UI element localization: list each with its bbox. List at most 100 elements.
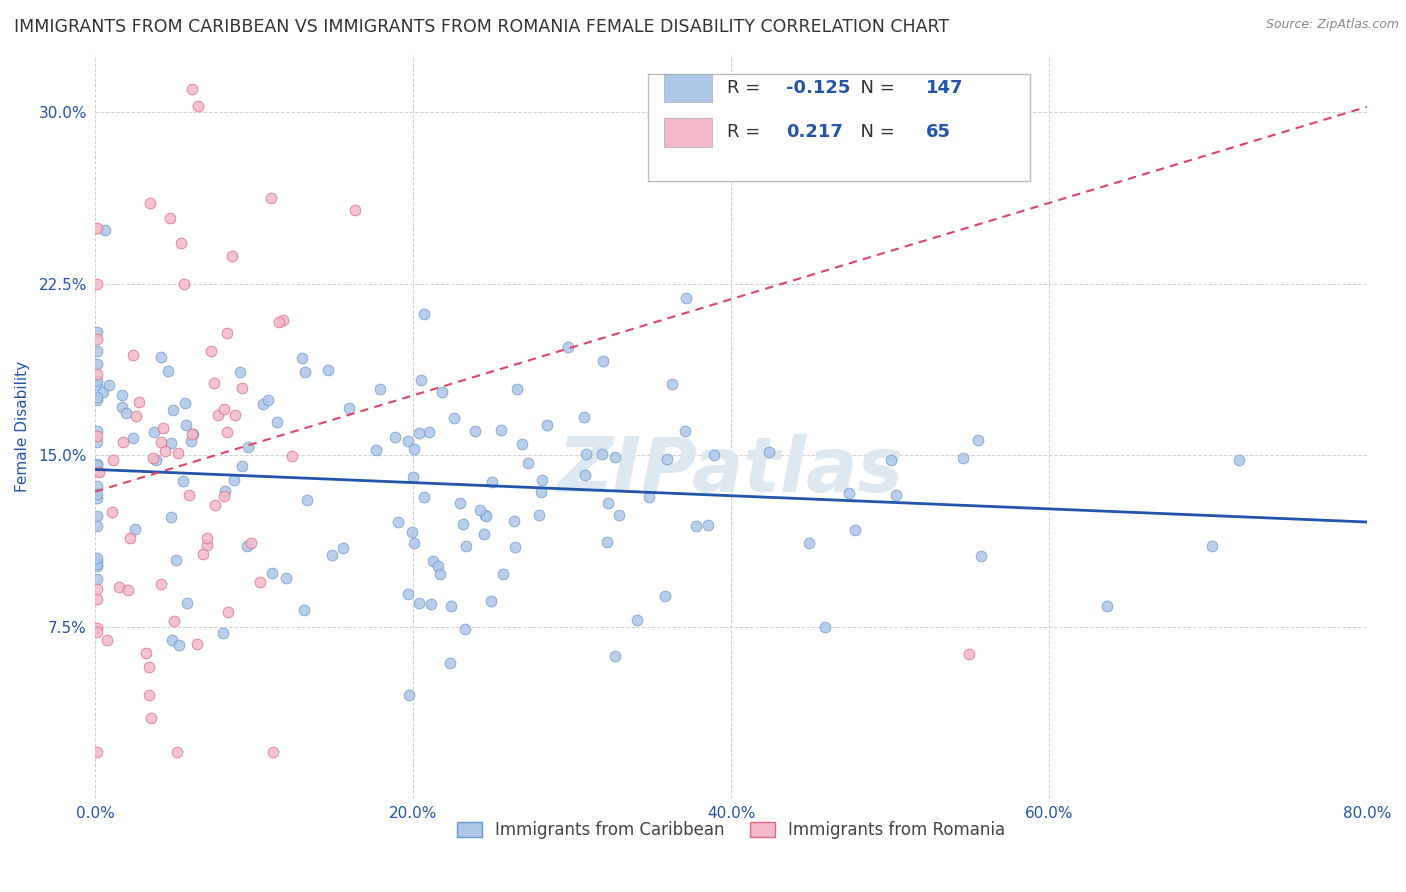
Point [413,490,436,504]
Point [408,596,430,610]
Point [86,592,108,607]
Point [536,417,558,432]
Point [474,526,496,541]
Text: IMMIGRANTS FROM CARIBBEAN VS IMMIGRANTS FROM ROMANIA FEMALE DISABILITY CORRELATI: IMMIGRANTS FROM CARIBBEAN VS IMMIGRANTS … [14,18,949,36]
Point [86,625,108,640]
Point [86,519,108,533]
Point [204,498,226,512]
Bar [664,74,711,102]
Point [266,415,288,429]
Point [592,354,614,368]
Point [86,429,108,443]
Point [176,596,198,610]
Point [94,223,117,237]
Point [98,378,121,392]
Point [607,508,630,523]
Point [173,277,195,291]
Point [86,378,108,392]
Point [262,746,284,760]
Text: 65: 65 [925,123,950,142]
Point [172,475,194,489]
Point [195,538,218,552]
Point [86,434,108,449]
Point [957,647,980,661]
Point [1227,452,1250,467]
Point [574,468,596,483]
Point [103,452,125,467]
Point [212,401,235,416]
Point [422,554,444,568]
Point [86,390,108,404]
Point [122,348,145,362]
Text: -0.125: -0.125 [786,78,851,97]
Point [86,343,108,358]
Point [240,536,263,550]
Point [86,491,108,505]
Point [181,427,204,442]
Point [195,531,218,545]
Text: Source: ZipAtlas.com: Source: ZipAtlas.com [1265,18,1399,31]
Point [292,603,315,617]
Point [86,220,108,235]
Point [758,445,780,459]
Point [165,553,187,567]
Point [413,307,436,321]
Point [252,397,274,411]
Point [86,424,108,438]
Point [384,430,406,444]
Point [86,582,108,596]
Point [492,567,515,582]
Point [159,436,181,450]
Point [124,523,146,537]
Point [138,688,160,702]
Point [530,484,553,499]
Point [703,449,725,463]
Point [332,541,354,555]
Point [491,423,513,437]
Point [86,464,108,478]
Point [138,660,160,674]
Point [503,541,526,555]
Point [527,508,550,523]
Point [162,633,184,648]
Point [654,589,676,603]
Point [337,401,360,416]
Point [231,458,253,473]
Point [143,425,166,439]
Point [111,400,134,414]
Bar [664,119,711,146]
Point [128,395,150,409]
Point [603,648,626,663]
Point [673,424,696,438]
Point [591,447,613,461]
Point [86,554,108,568]
Point [271,313,294,327]
Point [605,450,627,464]
Point [418,425,440,440]
Point [530,473,553,487]
Point [86,508,108,523]
Point [86,487,108,501]
Point [86,559,108,574]
Point [470,502,492,516]
Point [411,373,433,387]
Point [86,479,108,493]
Point [207,408,229,422]
Point [291,351,314,366]
Point [401,525,423,540]
Point [364,442,387,457]
Point [404,536,426,550]
Point [86,277,108,291]
Point [108,580,131,594]
Point [464,424,486,438]
Point [267,315,290,329]
Point [86,457,108,471]
Point [149,577,172,591]
Point [479,594,502,608]
Point [86,392,108,407]
Point [86,357,108,371]
Point [557,340,579,354]
Point [117,582,139,597]
Point [111,388,134,402]
Text: 0.217: 0.217 [786,123,842,142]
